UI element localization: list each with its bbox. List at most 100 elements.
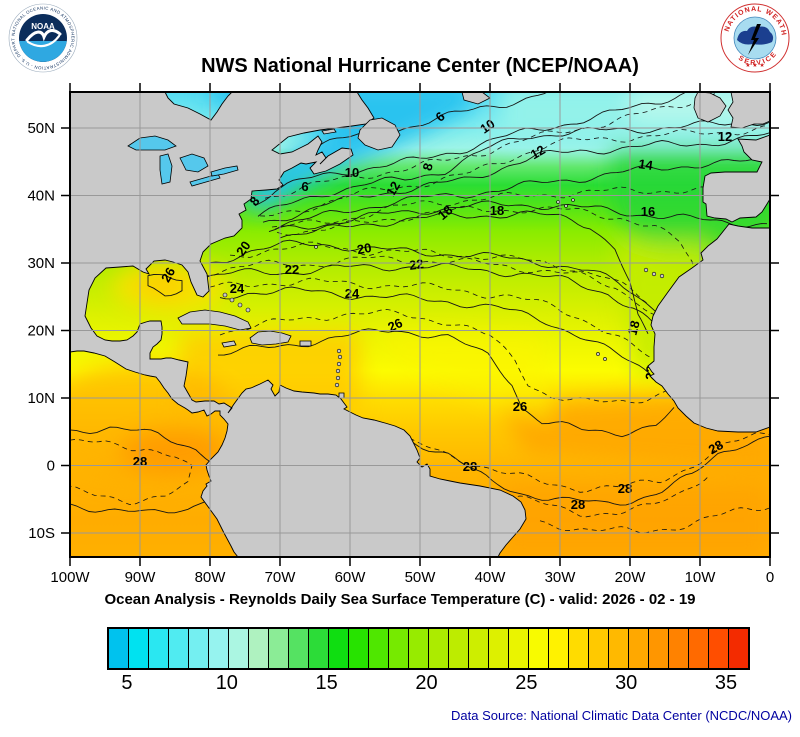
colorbar-cell — [248, 629, 268, 668]
colorbar-cell — [468, 629, 488, 668]
x-tick-label: 0 — [766, 569, 774, 586]
colorbar-cell — [368, 629, 388, 668]
contour-label-16: 16 — [641, 204, 655, 219]
colorbar-cell — [728, 629, 748, 668]
data-source-note: Data Source: National Climatic Data Cent… — [451, 708, 792, 723]
colorbar-cell — [608, 629, 628, 668]
colorbar-label: 20 — [415, 672, 438, 694]
americas-landmass — [70, 92, 527, 557]
small-islands — [222, 198, 665, 388]
contour-label-28: 28 — [706, 437, 726, 457]
contour-label-12: 12 — [718, 129, 732, 144]
page-title: NWS National Hurricane Center (NCEP/NOAA… — [201, 55, 639, 77]
contour-label-20: 20 — [356, 240, 373, 257]
colorbar-cell — [308, 629, 328, 668]
hispaniola-island — [249, 330, 292, 346]
colorbar-cell — [688, 629, 708, 668]
colorbar-cell — [588, 629, 608, 668]
map-caption: Ocean Analysis - Reynolds Daily Sea Surf… — [104, 591, 696, 608]
colorbar-label: 30 — [615, 672, 638, 694]
colorbar-cell — [648, 629, 668, 668]
y-tick-label: 10S — [28, 525, 55, 542]
x-tick-label: 50W — [405, 569, 437, 586]
colorbar-cell — [488, 629, 508, 668]
colorbar-cell — [568, 629, 588, 668]
colorbar-label: 25 — [515, 672, 538, 694]
lake-michigan — [159, 153, 173, 185]
isotherm-17-dashed — [276, 205, 699, 302]
landmasses — [70, 92, 770, 557]
lake-ontario — [210, 165, 239, 177]
y-tick-label: 30N — [27, 255, 55, 272]
isotherm-27-dashed — [279, 411, 770, 493]
colorbar-cell — [348, 629, 368, 668]
contour-label-10: 10 — [345, 165, 359, 180]
nws-logo: NATIONAL WEATHER SERVICE ★ ★ ★ — [720, 3, 790, 73]
isotherm-27-dashed — [70, 438, 193, 506]
contour-label-10: 10 — [477, 116, 497, 137]
colorbar-cell — [408, 629, 428, 668]
contour-label-12: 12 — [383, 179, 403, 199]
contour-label-18: 18 — [490, 203, 504, 218]
x-tick-label: 40W — [475, 569, 507, 586]
colorbar-cell — [148, 629, 168, 668]
noaa-logo-label: NOAA — [31, 22, 55, 31]
x-tick-label: 90W — [125, 569, 157, 586]
colorbar-cell — [528, 629, 548, 668]
isotherm-7-dashed — [264, 93, 716, 199]
colorbar-cell — [428, 629, 448, 668]
x-tick-label: 70W — [265, 569, 297, 586]
y-tick-label: 40N — [27, 188, 55, 205]
colorbar-cell — [109, 629, 128, 668]
great-britain-island — [727, 92, 770, 129]
temperature-colorbar — [107, 627, 750, 670]
colorbar-cell — [668, 629, 688, 668]
noaa-gull-icon — [25, 28, 62, 42]
isotherm-24 — [219, 286, 651, 375]
contour-label-28: 28 — [571, 497, 585, 512]
colorbar-label: 15 — [315, 672, 338, 694]
isotherm-8 — [254, 92, 686, 207]
nws-stars: ★ ★ ★ — [745, 62, 764, 69]
isotherm-18 — [279, 210, 649, 334]
noaa-logo-sea — [19, 41, 67, 62]
y-tick-label: 10N — [27, 390, 55, 407]
noaa-logo: NATIONAL OCEANIC AND ATMOSPHERIC ADMINIS… — [8, 3, 78, 73]
trinidad-island — [338, 392, 345, 399]
y-tick-label: 50N — [27, 120, 55, 137]
contour-label-6: 6 — [301, 179, 308, 194]
graticule-grid — [70, 92, 770, 557]
ireland-island — [693, 92, 727, 123]
y-tick-label: 20N — [27, 323, 55, 340]
isotherm-28 — [364, 422, 770, 506]
colorbar-cell — [288, 629, 308, 668]
x-tick-label: 30W — [545, 569, 577, 586]
isotherm-19-dashed — [229, 241, 649, 305]
colorbar-cell — [128, 629, 148, 668]
puerto-rico-island — [299, 340, 312, 347]
colorbar-label: 5 — [121, 672, 133, 694]
north-island — [461, 92, 491, 105]
x-tick-label: 80W — [195, 569, 227, 586]
lake-huron — [179, 153, 209, 173]
contour-label-14: 14 — [637, 156, 654, 173]
contour-label-24: 24 — [345, 286, 360, 301]
isotherm-20 — [209, 239, 657, 313]
contour-label-22: 22 — [408, 256, 424, 273]
noaa-gull-wing-icon — [26, 34, 61, 48]
colorbar-cell — [328, 629, 348, 668]
nws-lightning-icon — [748, 24, 761, 55]
colorbar-label: 35 — [714, 672, 738, 694]
colorbar-cell — [268, 629, 288, 668]
isotherm-10 — [257, 120, 770, 217]
newfoundland-island — [357, 117, 401, 151]
colorbar-cell — [228, 629, 248, 668]
x-tick-label: 60W — [335, 569, 367, 586]
contour-label-26: 26 — [513, 399, 527, 414]
isotherm-23-dashed — [209, 277, 653, 359]
contour-label-28: 28 — [618, 481, 632, 496]
isotherm-12 — [262, 132, 770, 223]
colorbar-cell — [168, 629, 188, 668]
colorbar-cell — [508, 629, 528, 668]
